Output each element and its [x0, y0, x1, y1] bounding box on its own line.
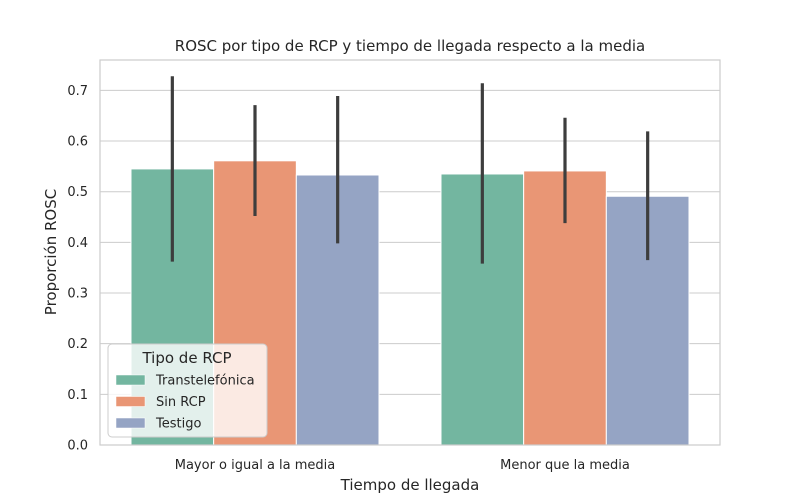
chart-title: ROSC por tipo de RCP y tiempo de llegada… [175, 37, 645, 55]
y-tick-label: 0.7 [67, 84, 88, 99]
legend-items: Transtelefónica Sin RCP Testigo [115, 374, 255, 432]
plot-frame [99, 59, 721, 446]
y-tick-label: 0.3 [67, 287, 88, 302]
y-tick-label: 0.6 [67, 135, 88, 150]
y-axis-label: Proporción ROSC [42, 189, 60, 315]
x-tick-label: Mayor o igual a la media [175, 458, 336, 473]
error-bars [170, 76, 650, 264]
legend-title: Tipo de RCP [141, 349, 231, 367]
legend-swatch [115, 417, 146, 429]
x-axis-label: Tiempo de llegada [340, 476, 480, 494]
legend: Tipo de RCP Transtelefónica Sin RCP Testig… [107, 343, 268, 438]
legend-label: Testigo [155, 417, 201, 432]
y-tick-label: 0.5 [67, 185, 88, 200]
legend-label: Transtelefónica [155, 374, 255, 389]
y-tick-label: 0.0 [67, 439, 88, 454]
legend-box [107, 343, 268, 438]
y-tick-label: 0.4 [67, 236, 88, 251]
y-tick-label: 0.1 [67, 388, 88, 403]
y-tick-labels: 0.0 0.1 0.2 0.3 0.4 0.5 0.6 0.7 [67, 84, 88, 454]
legend-swatch [115, 374, 146, 386]
x-tick-labels: Mayor o igual a la media Menor que la med… [175, 458, 630, 473]
legend-swatch [115, 396, 146, 407]
y-tick-label: 0.2 [67, 337, 88, 352]
legend-label: Sin RCP [156, 395, 206, 410]
x-tick-label: Menor que la media [500, 458, 630, 473]
